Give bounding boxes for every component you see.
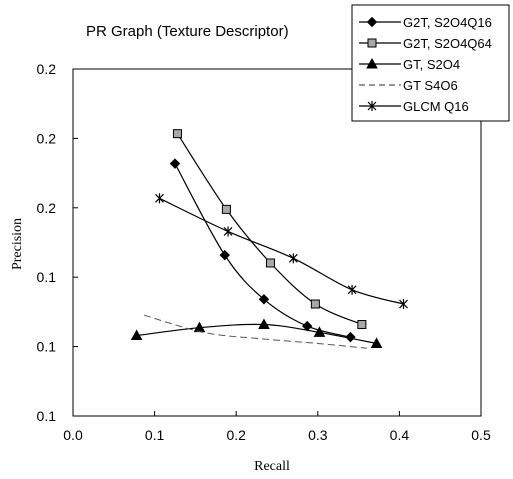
- x-tick-label: 0.5: [471, 427, 491, 443]
- legend: G2T, S2O4Q16 G2T, S2O4Q64 GT, S2O4 GT S4O6 G…: [351, 4, 510, 122]
- x-tick-label: 0.0: [63, 427, 83, 443]
- series-line: [159, 197, 404, 305]
- data-point: [288, 253, 298, 264]
- x-tick-label: 0.4: [390, 427, 410, 443]
- data-point: [347, 284, 357, 295]
- series-layer: [130, 129, 408, 349]
- chart-title: PR Graph (Texture Descriptor): [86, 23, 289, 40]
- legend-item: G2T, S2O4Q16: [359, 15, 492, 30]
- legend-marker: [367, 38, 377, 48]
- series-3: [130, 318, 383, 348]
- data-point: [172, 129, 182, 139]
- legend-item: GT S4O6: [359, 78, 458, 93]
- series-line: [143, 314, 367, 349]
- series-5: [155, 193, 408, 310]
- data-point: [357, 320, 367, 330]
- legend-item: GT, S2O4: [359, 57, 460, 72]
- y-tick-label: 0.1: [37, 339, 57, 355]
- data-point: [258, 294, 270, 305]
- x-axis-label: Recall: [254, 459, 290, 474]
- legend-label: GT S4O6: [403, 78, 458, 93]
- x-tick-label: 0.2: [226, 427, 246, 443]
- y-axis-ticks: 0.1 0.1 0.1 0.2 0.2 0.2: [37, 61, 78, 424]
- data-point: [155, 193, 164, 204]
- data-point: [130, 329, 143, 341]
- legend-item: G2T, S2O4Q64: [359, 36, 492, 51]
- x-tick-label: 0.1: [145, 427, 165, 443]
- y-tick-label: 0.1: [37, 408, 57, 424]
- series-line: [136, 323, 377, 345]
- data-point: [219, 249, 230, 261]
- data-point: [265, 258, 275, 268]
- plot-area: [72, 68, 482, 417]
- data-point: [370, 337, 383, 348]
- legend-label: G2T, S2O4Q64: [403, 36, 492, 51]
- data-point: [310, 299, 320, 309]
- legend-label: GLCM Q16: [403, 99, 469, 114]
- legend-item: GLCM Q16: [359, 99, 469, 114]
- data-point: [221, 204, 231, 214]
- data-point: [399, 299, 408, 310]
- series-line: [174, 163, 351, 338]
- data-point: [345, 331, 356, 343]
- legend-box: [351, 4, 510, 122]
- y-axis-label: Precision: [10, 218, 25, 270]
- legend-marker: [366, 57, 378, 69]
- data-point: [313, 326, 326, 337]
- y-tick-label: 0.2: [37, 61, 57, 77]
- legend-label: G2T, S2O4Q16: [403, 15, 492, 30]
- series-4: [143, 314, 367, 349]
- x-tick-label: 0.3: [308, 427, 328, 443]
- series-2: [172, 129, 367, 330]
- x-axis-ticks: 0.0 0.1 0.2 0.3 0.4 0.5: [63, 411, 491, 443]
- y-tick-label: 0.2: [37, 130, 57, 146]
- y-tick-label: 0.2: [37, 200, 57, 216]
- series-1: [169, 158, 356, 343]
- legend-label: GT, S2O4: [403, 57, 460, 72]
- data-point: [169, 158, 181, 169]
- series-line: [176, 133, 363, 326]
- legend-marker: [367, 101, 377, 111]
- data-point: [223, 226, 233, 237]
- y-tick-label: 0.1: [37, 269, 57, 285]
- data-point: [258, 318, 270, 330]
- legend-marker: [366, 16, 378, 28]
